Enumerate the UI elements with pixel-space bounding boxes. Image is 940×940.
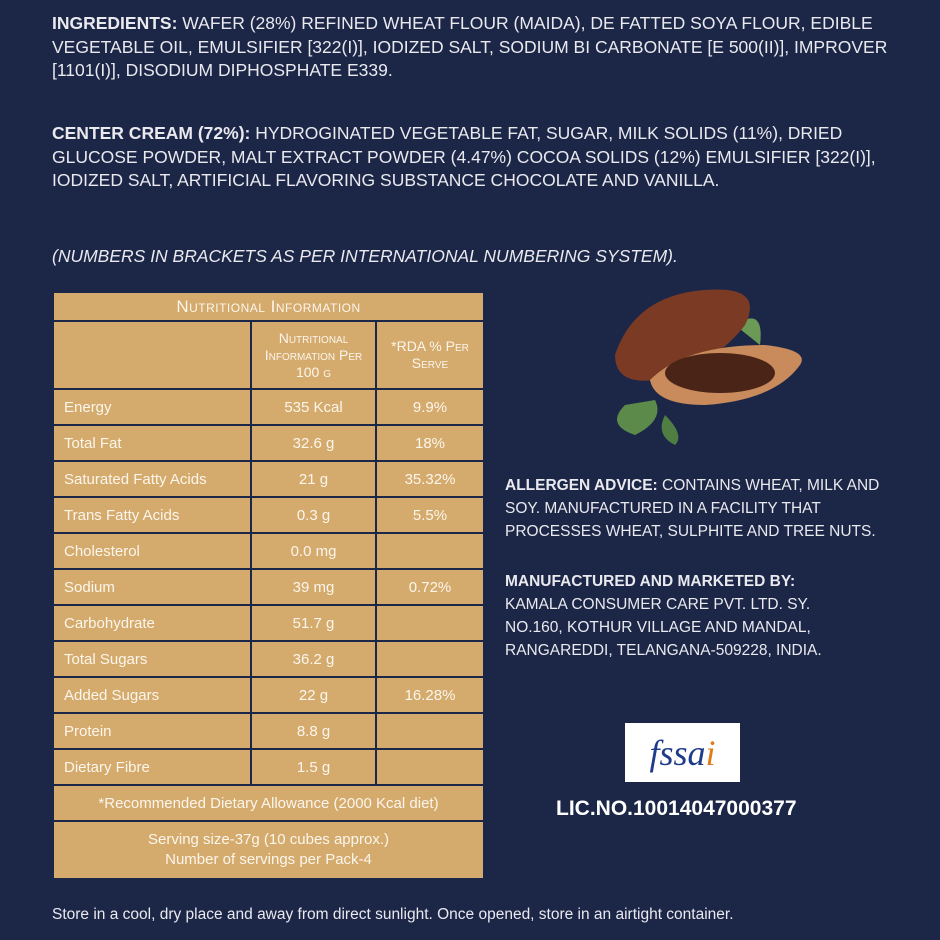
table-row: Total Fat 32.6 g 18% [52, 424, 485, 462]
per100-value: 22 g [250, 676, 377, 714]
table-row: Dietary Fibre 1.5 g [52, 748, 485, 786]
rda-value: 16.28% [375, 676, 485, 714]
table-row: Saturated Fatty Acids 21 g 35.32% [52, 460, 485, 498]
manufacturer-line: RANGAREDDI, TELANGANA-509228, INDIA. [505, 642, 822, 659]
rda-value [375, 604, 485, 642]
per100-value: 36.2 g [250, 640, 377, 678]
table-row: Carbohydrate 51.7 g [52, 604, 485, 642]
rda-value: 5.5% [375, 496, 485, 534]
rda-value [375, 748, 485, 786]
per100-value: 8.8 g [250, 712, 377, 750]
rda-value: 35.32% [375, 460, 485, 498]
nutrient-name: Dietary Fibre [52, 748, 252, 786]
nutrient-name: Energy [52, 388, 252, 426]
nutrient-name: Total Fat [52, 424, 252, 462]
allergen-body: CONTAINS WHEAT, MILK AND SOY. MANUFACTUR… [505, 477, 880, 540]
col-rda-header: *RDA % Per Serve [375, 320, 485, 390]
rda-value [375, 712, 485, 750]
manufacturer-line: NO.160, KOTHUR VILLAGE AND MANDAL, [505, 619, 811, 636]
table-row: Added Sugars 22 g 16.28% [52, 676, 485, 714]
per100-value: 535 Kcal [250, 388, 377, 426]
ingredients-label: INGREDIENTS: [52, 13, 178, 33]
numbering-note: (NUMBERS IN BRACKETS AS PER INTERNATIONA… [52, 246, 678, 266]
license-number: LIC.NO.10014047000377 [556, 797, 797, 820]
cream-body: HYDROGINATED VEGETABLE FAT, SUGAR, MILK … [52, 123, 876, 190]
nutrient-name: Saturated Fatty Acids [52, 460, 252, 498]
allergen-advice: ALLERGEN ADVICE: CONTAINS WHEAT, MILK AN… [505, 474, 905, 543]
rda-value: 18% [375, 424, 485, 462]
fssai-logo: fssa i [625, 723, 740, 782]
table-row: Total Sugars 36.2 g [52, 640, 485, 678]
rda-value: 9.9% [375, 388, 485, 426]
rda-value [375, 640, 485, 678]
per100-value: 51.7 g [250, 604, 377, 642]
nutrition-table: Nutritional Information Nutritional Info… [52, 291, 485, 880]
table-row: Trans Fatty Acids 0.3 g 5.5% [52, 496, 485, 534]
table-row: Sodium 39 mg 0.72% [52, 568, 485, 606]
manufacturer-label: MANUFACTURED AND MARKETED BY: [505, 573, 796, 590]
nutrient-name: Sodium [52, 568, 252, 606]
nutrient-name: Total Sugars [52, 640, 252, 678]
table-title: Nutritional Information [52, 291, 485, 322]
ingredients-body: WAFER (28%) REFINED WHEAT FLOUR (MAIDA),… [52, 13, 888, 80]
manufacturer-line: KAMALA CONSUMER CARE PVT. LTD. SY. [505, 596, 811, 613]
nutrient-name: Added Sugars [52, 676, 252, 714]
table-row: Energy 535 Kcal 9.9% [52, 388, 485, 426]
serving-size: Serving size-37g (10 cubes approx.) [148, 831, 389, 848]
allergen-label: ALLERGEN ADVICE: [505, 477, 658, 494]
cream-label: CENTER CREAM (72%): [52, 123, 251, 143]
manufacturer-info: MANUFACTURED AND MARKETED BY: KAMALA CON… [505, 570, 905, 662]
cocoa-pod-image [615, 289, 802, 445]
nutrient-name: Protein [52, 712, 252, 750]
nutrient-name: Cholesterol [52, 532, 252, 570]
rda-note: *Recommended Dietary Allowance (2000 Kca… [52, 784, 485, 822]
serving-info: Serving size-37g (10 cubes approx.) Numbe… [52, 820, 485, 880]
storage-instructions: Store in a cool, dry place and away from… [52, 906, 734, 923]
per100-value: 21 g [250, 460, 377, 498]
per100-value: 1.5 g [250, 748, 377, 786]
rda-value: 0.72% [375, 568, 485, 606]
per100-value: 32.6 g [250, 424, 377, 462]
table-row: Cholesterol 0.0 mg [52, 532, 485, 570]
col-per100-header: Nutritional Information Per 100 g [250, 320, 377, 390]
rda-value [375, 532, 485, 570]
table-row: Protein 8.8 g [52, 712, 485, 750]
per100-value: 0.0 mg [250, 532, 377, 570]
ingredients-text: INGREDIENTS: WAFER (28%) REFINED WHEAT F… [52, 12, 922, 83]
cream-text: CENTER CREAM (72%): HYDROGINATED VEGETAB… [52, 122, 922, 193]
per100-value: 0.3 g [250, 496, 377, 534]
nutrient-name: Carbohydrate [52, 604, 252, 642]
per100-value: 39 mg [250, 568, 377, 606]
nutrient-name: Trans Fatty Acids [52, 496, 252, 534]
servings-per-pack: Number of servings per Pack-4 [165, 851, 372, 868]
